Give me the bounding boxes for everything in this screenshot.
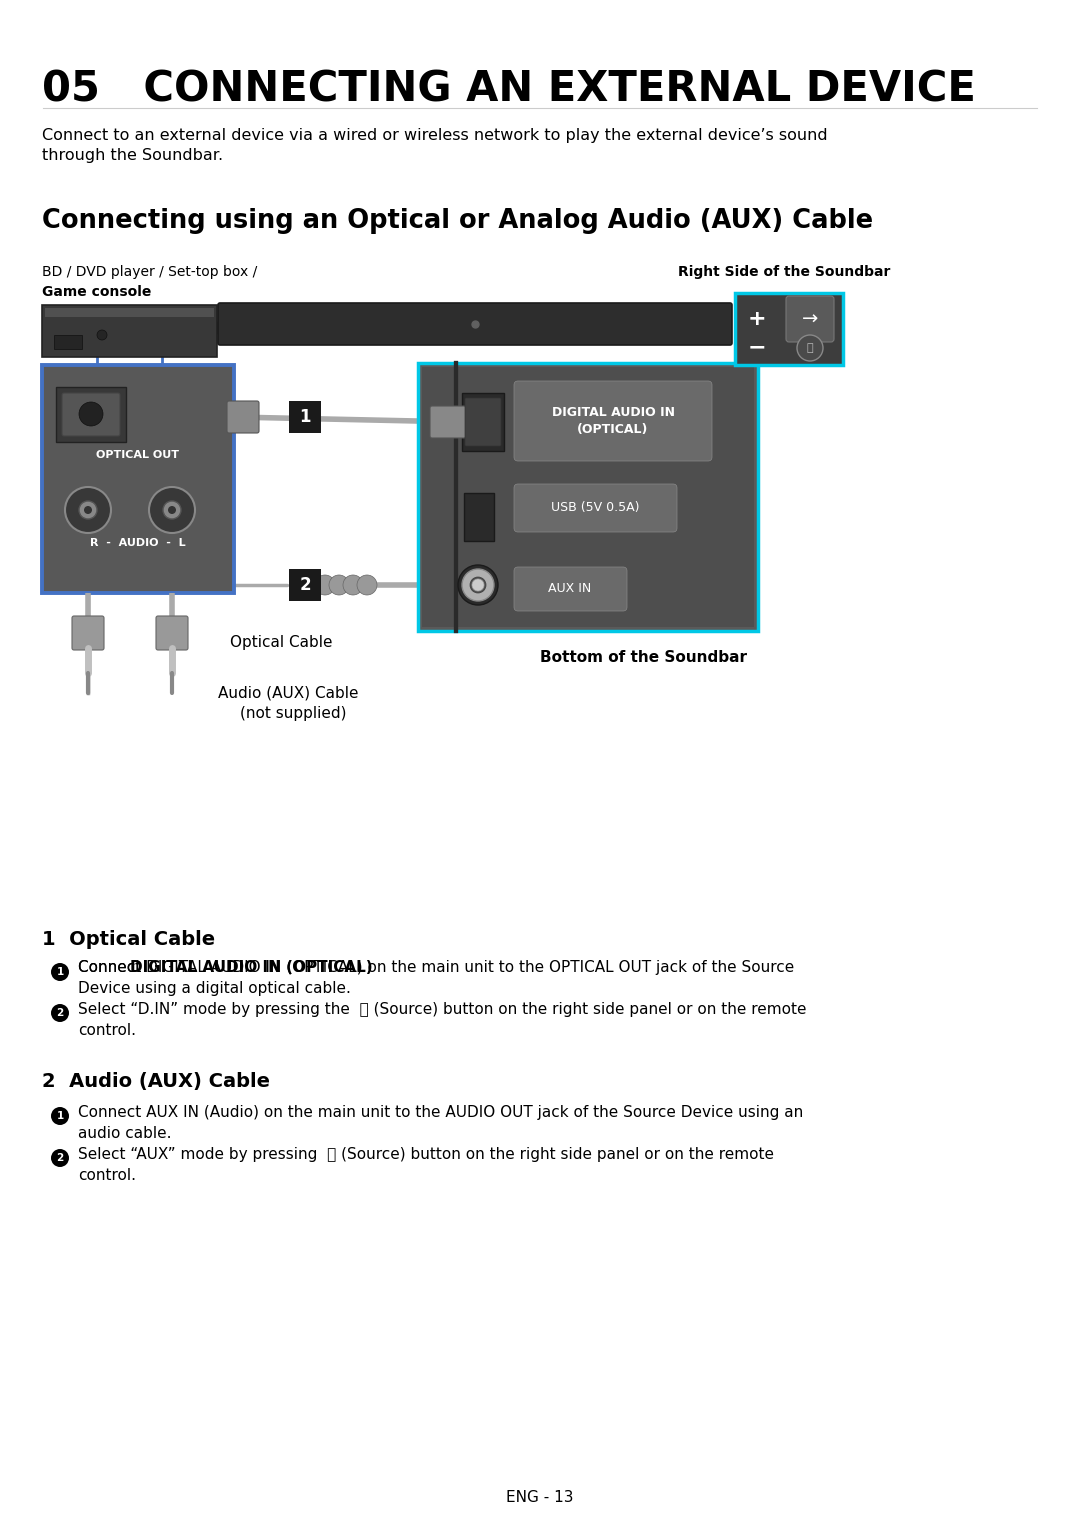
Text: Connecting using an Optical or Analog Audio (AUX) Cable: Connecting using an Optical or Analog Au…: [42, 208, 873, 234]
FancyBboxPatch shape: [156, 616, 188, 650]
Text: Connect: Connect: [78, 961, 146, 974]
Text: Bottom of the Soundbar: Bottom of the Soundbar: [540, 650, 747, 665]
Text: →: →: [801, 309, 819, 328]
FancyBboxPatch shape: [227, 401, 259, 434]
Text: 2: 2: [56, 1154, 64, 1163]
Text: USB (5V 0.5A): USB (5V 0.5A): [551, 501, 639, 515]
Text: 1  Optical Cable: 1 Optical Cable: [42, 930, 215, 948]
Text: Connect AUX IN (Audio) on the main unit to the AUDIO OUT jack of the Source Devi: Connect AUX IN (Audio) on the main unit …: [78, 1105, 804, 1141]
Text: Select “AUX” mode by pressing  ⦿ (Source) button on the right side panel or on t: Select “AUX” mode by pressing ⦿ (Source)…: [78, 1147, 774, 1183]
Text: Game console: Game console: [42, 285, 151, 299]
Text: BD / DVD player / Set-top box /: BD / DVD player / Set-top box /: [42, 265, 257, 279]
FancyBboxPatch shape: [735, 293, 843, 365]
Text: +: +: [747, 309, 767, 329]
FancyBboxPatch shape: [54, 336, 82, 349]
Circle shape: [51, 1149, 69, 1167]
FancyBboxPatch shape: [514, 484, 677, 532]
Text: −: −: [747, 337, 767, 357]
Text: Audio (AUX) Cable: Audio (AUX) Cable: [218, 685, 359, 700]
Circle shape: [149, 487, 195, 533]
Circle shape: [84, 506, 92, 515]
Circle shape: [97, 329, 107, 340]
Circle shape: [79, 501, 97, 519]
Circle shape: [168, 506, 176, 515]
Text: Optical Cable: Optical Cable: [230, 634, 333, 650]
FancyBboxPatch shape: [430, 406, 465, 438]
Text: 1: 1: [299, 408, 311, 426]
FancyBboxPatch shape: [418, 363, 758, 631]
Circle shape: [462, 568, 494, 601]
Text: Connect to an external device via a wired or wireless network to play the extern: Connect to an external device via a wire…: [42, 129, 827, 162]
FancyBboxPatch shape: [289, 401, 321, 434]
Text: 2  Audio (AUX) Cable: 2 Audio (AUX) Cable: [42, 1072, 270, 1091]
FancyBboxPatch shape: [56, 388, 126, 443]
Circle shape: [315, 574, 335, 594]
Text: Select “D.IN” mode by pressing the  ⦿ (Source) button on the right side panel or: Select “D.IN” mode by pressing the ⦿ (So…: [78, 1002, 807, 1039]
Circle shape: [458, 565, 498, 605]
Text: 2: 2: [56, 1008, 64, 1017]
Text: (not supplied): (not supplied): [240, 706, 347, 722]
Text: DIGITAL AUDIO IN (OPTICAL): DIGITAL AUDIO IN (OPTICAL): [130, 961, 373, 974]
Text: Right Side of the Soundbar: Right Side of the Soundbar: [678, 265, 890, 279]
Text: AUX IN: AUX IN: [549, 582, 592, 596]
Circle shape: [163, 501, 181, 519]
Circle shape: [51, 964, 69, 980]
Text: 2: 2: [299, 576, 311, 594]
Circle shape: [343, 574, 363, 594]
Text: 05   CONNECTING AN EXTERNAL DEVICE: 05 CONNECTING AN EXTERNAL DEVICE: [42, 67, 976, 110]
FancyBboxPatch shape: [45, 308, 214, 317]
FancyBboxPatch shape: [42, 365, 234, 593]
Text: 1: 1: [56, 967, 64, 977]
Text: Connect DIGITAL AUDIO IN (OPTICAL) on the main unit to the OPTICAL OUT jack of t: Connect DIGITAL AUDIO IN (OPTICAL) on th…: [78, 961, 794, 996]
FancyBboxPatch shape: [422, 368, 754, 627]
Text: R  -  AUDIO  -  L: R - AUDIO - L: [91, 538, 186, 548]
Text: DIGITAL AUDIO IN
(OPTICAL): DIGITAL AUDIO IN (OPTICAL): [552, 406, 675, 435]
Circle shape: [79, 401, 103, 426]
FancyBboxPatch shape: [462, 394, 504, 450]
FancyBboxPatch shape: [62, 394, 120, 437]
Text: ⏻: ⏻: [807, 343, 813, 352]
FancyBboxPatch shape: [786, 296, 834, 342]
FancyBboxPatch shape: [465, 398, 501, 446]
Circle shape: [65, 487, 111, 533]
Circle shape: [329, 574, 349, 594]
Circle shape: [470, 578, 486, 593]
FancyBboxPatch shape: [218, 303, 732, 345]
FancyBboxPatch shape: [464, 493, 494, 541]
Circle shape: [51, 1003, 69, 1022]
Circle shape: [51, 1108, 69, 1124]
FancyBboxPatch shape: [72, 616, 104, 650]
Circle shape: [797, 336, 823, 362]
Text: 1: 1: [56, 1111, 64, 1121]
FancyBboxPatch shape: [514, 381, 712, 461]
Text: ENG - 13: ENG - 13: [507, 1491, 573, 1504]
FancyBboxPatch shape: [42, 305, 217, 357]
FancyBboxPatch shape: [289, 568, 321, 601]
Circle shape: [357, 574, 377, 594]
Text: OPTICAL OUT: OPTICAL OUT: [96, 450, 179, 460]
Circle shape: [472, 579, 484, 591]
FancyBboxPatch shape: [514, 567, 627, 611]
